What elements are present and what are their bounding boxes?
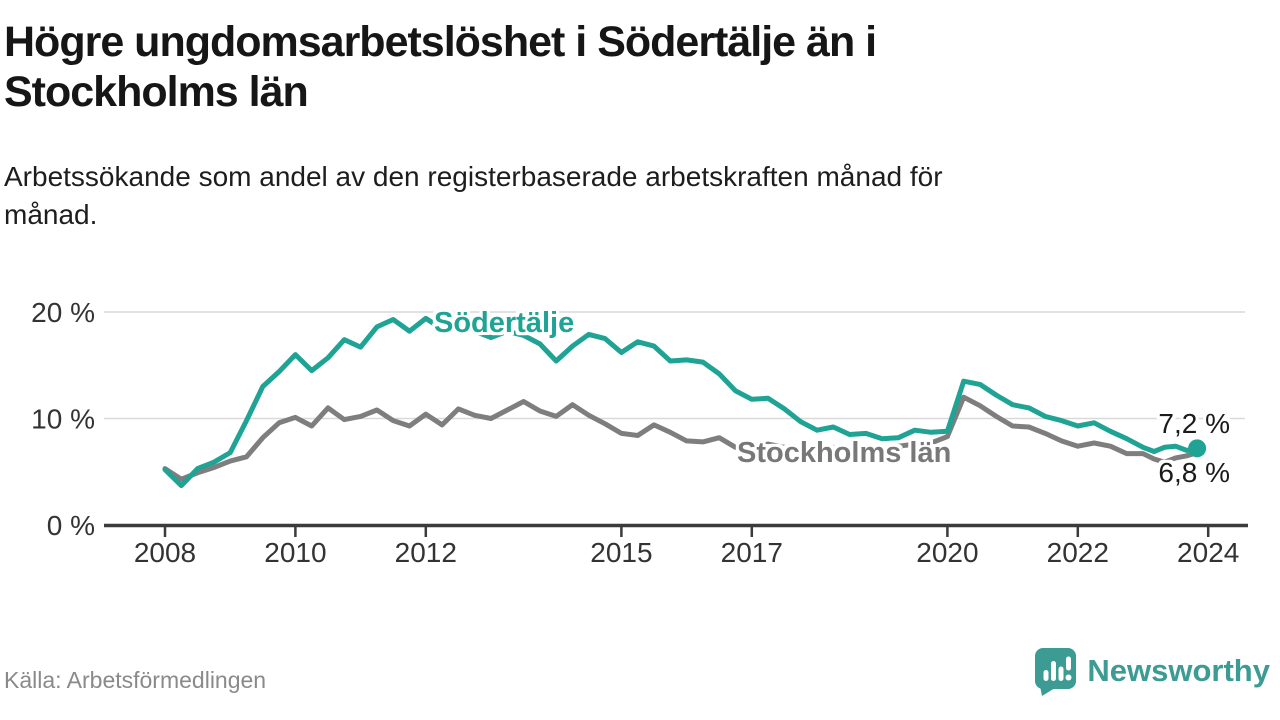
chart-subtitle: Arbetssökande som andel av den registerb…: [4, 158, 1214, 234]
x-tick-label: 2017: [721, 537, 783, 568]
x-tick-label: 2015: [590, 537, 652, 568]
chart-subtitle-line-2: månad.: [4, 198, 98, 230]
x-tick-label: 2012: [395, 537, 457, 568]
x-tick-label: 2008: [134, 537, 196, 568]
chart-title: Högre ungdomsarbetslöshet i Södertälje ä…: [4, 18, 1264, 118]
series-end-dot: [1188, 439, 1207, 458]
x-tick-label: 2022: [1047, 537, 1109, 568]
x-tick-label: 2010: [264, 537, 326, 568]
source-note: Källa: Arbetsförmedlingen: [4, 667, 267, 693]
x-tick-label: 2020: [916, 537, 978, 568]
series-label-stockholm: Stockholms län: [737, 437, 952, 469]
x-tick-label: 2024: [1177, 537, 1239, 568]
chart-subtitle-line-1: Arbetssökande som andel av den registerb…: [4, 161, 943, 192]
y-tick-label: 10 %: [31, 404, 95, 435]
end-value-stockholm: 6,8 %: [1158, 457, 1230, 488]
y-tick-label: 20 %: [31, 297, 95, 328]
newsworthy-wordmark: Newsworthy: [1087, 653, 1270, 688]
end-value-sodertalje: 7,2 %: [1158, 408, 1230, 439]
chart-title-line-1: Högre ungdomsarbetslöshet i Södertälje ä…: [4, 18, 877, 66]
y-tick-label: 0 %: [47, 510, 95, 541]
chart-title-line-2: Stockholms län: [4, 67, 309, 116]
series-label-sodertalje: Södertälje: [434, 307, 575, 339]
series-line-s-dert-lje: [162, 315, 1200, 489]
newsworthy-bubble-chart-icon: [1035, 648, 1077, 696]
newsworthy-logo: Newsworthy: [1033, 646, 1270, 696]
series-line-stockholms-l-n: [162, 394, 1200, 482]
